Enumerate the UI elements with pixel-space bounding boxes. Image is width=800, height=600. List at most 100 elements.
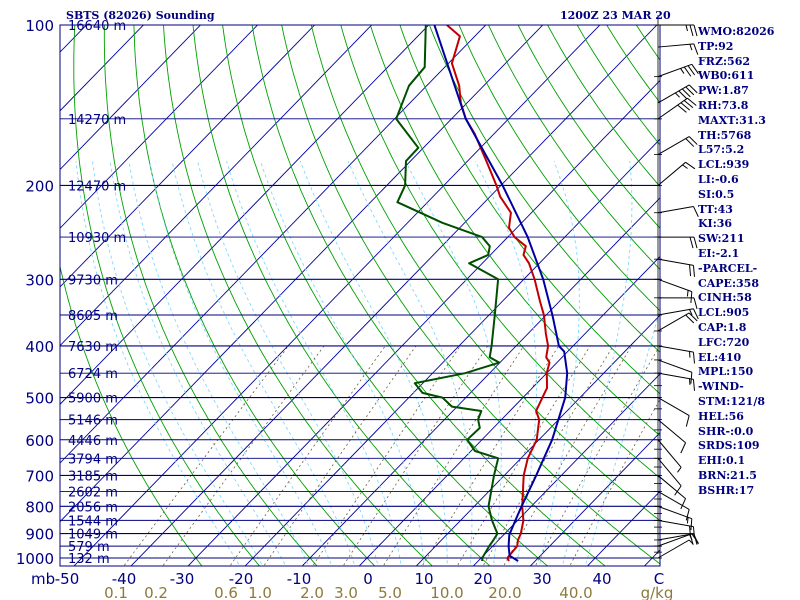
height-label: 16640 m xyxy=(68,19,126,34)
wind-barb xyxy=(657,97,697,120)
mixing-ratio-line xyxy=(382,345,525,566)
height-label: 2602 m xyxy=(68,485,118,500)
pressure-tick-label: 900 xyxy=(25,526,54,544)
index-value: LFC:720 xyxy=(698,335,750,349)
index-value: LCL:905 xyxy=(698,306,750,320)
pressure-tick-label: 500 xyxy=(25,390,54,408)
dry-adiabat xyxy=(458,25,660,312)
index-value: SRDS:109 xyxy=(698,439,760,453)
parcel-trace xyxy=(433,25,569,562)
moist-adiabat xyxy=(148,161,333,566)
moist-adiabat xyxy=(75,161,241,566)
height-label: 8605 m xyxy=(68,309,118,324)
height-label: 12470 m xyxy=(68,179,126,194)
moist-adiabat xyxy=(197,160,379,566)
index-value: FRZ:562 xyxy=(698,54,751,68)
wind-barb xyxy=(658,297,698,309)
height-label: 9730 m xyxy=(68,273,118,288)
mixing-ratio-label: 1.0 xyxy=(248,584,272,600)
wind-barb xyxy=(658,24,698,37)
wind-barb xyxy=(657,372,695,391)
mixing-ratio-label: 20.0 xyxy=(488,584,521,600)
mixing-ratio-label: 3.0 xyxy=(334,584,358,600)
moist-adiabat xyxy=(171,160,356,566)
dry-adiabat xyxy=(73,25,260,566)
dry-adiabat xyxy=(60,264,203,566)
wind-barb xyxy=(657,136,698,155)
temperature-tick-label: -30 xyxy=(170,570,195,588)
wind-barb xyxy=(657,457,682,496)
mixing-ratio-line xyxy=(342,345,489,566)
temperature-tick-label: C xyxy=(654,570,664,588)
dry-adiabat xyxy=(163,25,433,566)
height-label: 3185 m xyxy=(68,469,118,484)
wind-barb xyxy=(657,419,687,454)
plot-frame xyxy=(59,24,661,567)
wind-barb xyxy=(657,397,690,427)
station-title: SBTS (82026) Sounding xyxy=(66,9,215,22)
mixing-ratio-label: g/kg xyxy=(641,584,674,600)
height-label: 14270 m xyxy=(68,113,126,128)
height-label: 4446 m xyxy=(68,434,118,449)
wind-barb xyxy=(657,258,695,277)
isotherm-line xyxy=(73,25,601,566)
temperature-tick-label: -50 xyxy=(55,570,80,588)
index-value: EL:410 xyxy=(698,350,742,364)
index-value: STM:121/8 xyxy=(698,394,765,408)
index-value: KI:36 xyxy=(698,217,733,231)
dry-adiabat xyxy=(369,25,660,437)
temperature-tick-label: 0 xyxy=(363,570,373,588)
sounding-traces xyxy=(395,25,569,562)
pressure-tick-label: 300 xyxy=(25,271,54,289)
wind-barb xyxy=(657,312,698,332)
moist-adiabat xyxy=(259,160,425,566)
mixing-ratio-line xyxy=(162,345,325,566)
dry-adiabat xyxy=(399,25,660,395)
height-label: 1544 m xyxy=(68,514,118,529)
isotherm-line xyxy=(60,25,202,171)
mixing-ratio-line xyxy=(421,345,560,566)
temperature-tick-label: -20 xyxy=(229,570,254,588)
temperature-tick-label: 30 xyxy=(532,570,551,588)
mixing-ratio-line xyxy=(312,345,461,566)
moist-adiabat xyxy=(538,160,580,566)
mixing-ratio-label: 5.0 xyxy=(378,584,402,600)
mixing-ratio-label: 0.1 xyxy=(104,584,128,600)
isotherm-line xyxy=(60,25,145,112)
wind-barb xyxy=(657,439,682,473)
wind-barb xyxy=(657,359,693,384)
pressure-tick-label: 1000 xyxy=(16,550,54,568)
wind-barb xyxy=(657,475,687,510)
index-value: -WIND- xyxy=(698,380,744,394)
isotherm-line xyxy=(130,25,658,566)
index-value: TH:5768 xyxy=(698,128,752,142)
temperature-tick-label: -10 xyxy=(287,570,312,588)
isotherm-line xyxy=(60,25,316,288)
mixing-ratio-label: 0.2 xyxy=(144,584,168,600)
index-value: WB0:611 xyxy=(698,69,755,83)
isotherm-line xyxy=(187,79,660,566)
isotherm-line xyxy=(415,314,660,566)
pressure-tick-label: 400 xyxy=(25,338,54,356)
moist-adiabat xyxy=(561,161,633,566)
moist-adiabat xyxy=(109,161,287,566)
index-value: TP:92 xyxy=(698,39,734,53)
moist-adiabat xyxy=(92,161,264,566)
wind-barb xyxy=(657,205,699,217)
temperature-tick-label: 40 xyxy=(592,570,611,588)
mixing-ratio-label: 0.6 xyxy=(214,584,238,600)
index-value: MAXT:31.3 xyxy=(698,113,766,127)
height-label: 5146 m xyxy=(68,414,118,429)
dry-adiabat xyxy=(281,25,660,565)
height-label: 579 m xyxy=(68,540,110,555)
pressure-tick-label: 600 xyxy=(25,432,54,450)
wind-barb xyxy=(657,84,698,104)
pressure-tick-label: 100 xyxy=(25,17,54,35)
isotherm-line xyxy=(358,255,660,566)
index-value: BRN:21.5 xyxy=(698,468,757,482)
index-value: SI:0.5 xyxy=(698,187,735,201)
wind-barb xyxy=(657,345,695,364)
mixing-ratio-line xyxy=(263,345,417,566)
index-value: EI:-2.1 xyxy=(698,246,740,260)
